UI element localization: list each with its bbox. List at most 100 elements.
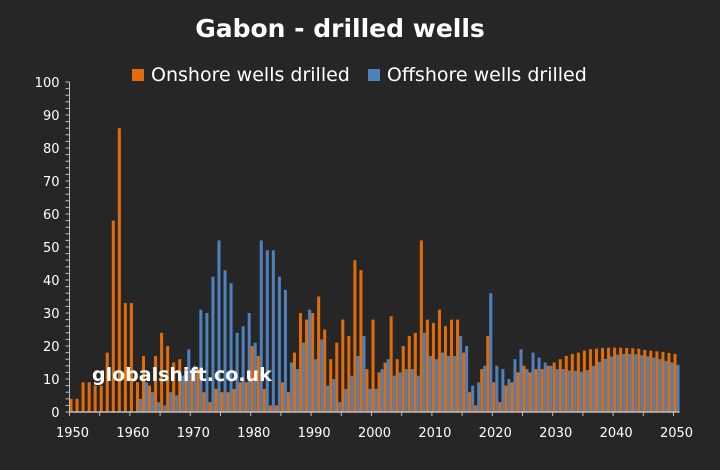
watermark: globalshift.co.uk [92,364,272,386]
bar-offshore-2047 [658,359,662,412]
bar-onshore-1969 [184,369,188,412]
bar-onshore-1990 [311,313,315,412]
bar-offshore-2000 [374,388,378,412]
bar-offshore-1965 [163,405,167,412]
bar-offshore-2036 [591,365,595,412]
bar-onshore-2009 [425,319,429,412]
bar-offshore-1979 [247,313,251,412]
bar-onshore-1992 [323,329,327,412]
bar-onshore-1968 [178,359,182,412]
bar-offshore-2016 [471,385,475,412]
bar-offshore-2028 [543,362,547,412]
y-tick-label: 50 [43,241,60,256]
bar-onshore-2027 [534,369,538,412]
bar-offshore-2006 [410,369,414,412]
bars-group [69,128,680,412]
bar-onshore-1980 [250,346,254,412]
bar-offshore-1997 [356,355,360,412]
bar-offshore-2049 [670,362,674,412]
legend: Onshore wells drilled Offshore wells dri… [132,64,605,86]
bar-onshore-2050 [673,353,677,412]
bar-onshore-2039 [607,347,611,412]
bar-offshore-2029 [549,365,553,412]
bar-offshore-2031 [561,369,565,412]
bar-onshore-2033 [570,353,574,412]
y-tick-label: 40 [43,274,60,289]
bar-onshore-2028 [540,369,544,412]
bar-onshore-1955 [99,385,103,412]
bar-offshore-1994 [338,402,342,412]
bar-offshore-2042 [628,353,632,412]
bar-onshore-1986 [286,392,290,412]
bar-onshore-2038 [601,347,605,412]
bar-onshore-1994 [335,342,339,412]
bar-offshore-2041 [622,353,626,412]
chart-title: Gabon - drilled wells [195,14,485,43]
bar-offshore-1982 [265,250,269,412]
bar-onshore-2041 [619,347,623,412]
bar-offshore-2015 [465,346,469,412]
bar-onshore-1972 [202,392,206,412]
bar-offshore-2033 [573,370,577,412]
bar-offshore-2011 [440,352,444,412]
bar-onshore-1971 [196,369,200,412]
bar-onshore-2003 [389,316,393,412]
bar-onshore-2024 [516,372,520,412]
bar-onshore-1987 [292,352,296,412]
bar-onshore-2020 [492,382,496,412]
bar-onshore-2037 [594,348,598,412]
bar-offshore-1989 [308,309,312,412]
bar-onshore-1981 [256,355,260,412]
bar-onshore-1988 [299,313,303,412]
bar-offshore-2019 [489,293,493,412]
x-tick-label: 2030 [539,426,572,441]
bar-onshore-1956 [105,352,109,412]
bar-onshore-1991 [317,296,321,412]
y-tick-label: 90 [43,109,60,124]
bar-offshore-2021 [501,369,505,412]
bar-onshore-1964 [154,355,158,412]
bar-onshore-1950 [69,398,73,412]
bar-onshore-2029 [546,365,550,412]
bar-onshore-1976 [226,392,230,412]
legend-item-offshore: Offshore wells drilled [367,64,587,86]
bar-onshore-2031 [558,359,562,412]
bar-offshore-1966 [169,392,173,412]
bar-offshore-2013 [453,355,457,412]
bar-offshore-1981 [259,240,263,412]
bar-offshore-2022 [507,379,511,412]
bar-offshore-2024 [519,349,523,412]
bar-offshore-1978 [241,326,245,412]
bar-onshore-2042 [625,347,629,412]
bar-onshore-2040 [613,347,617,412]
bar-offshore-1970 [193,365,197,412]
bar-onshore-2026 [528,372,532,412]
bar-onshore-2025 [522,365,526,412]
bar-onshore-1951 [75,398,79,412]
bar-offshore-1964 [157,402,161,412]
bar-offshore-2045 [646,356,650,412]
bar-onshore-2014 [456,319,460,412]
bar-onshore-2045 [643,349,647,412]
bar-offshore-1996 [350,375,354,412]
bar-onshore-2048 [661,351,665,412]
bar-offshore-2009 [428,355,432,412]
bar-offshore-1967 [175,395,179,412]
bar-offshore-1972 [205,313,209,412]
y-tick-label: 80 [43,142,60,157]
bar-offshore-1975 [223,270,227,412]
bar-onshore-1970 [190,372,194,412]
bar-offshore-2038 [604,358,608,412]
bar-onshore-1952 [81,382,85,412]
y-tick-label: 70 [43,175,60,190]
bar-onshore-2007 [413,332,417,412]
bar-offshore-2040 [616,354,620,412]
bar-offshore-2010 [434,359,438,412]
bar-onshore-1998 [359,270,363,412]
bar-offshore-1988 [302,342,306,412]
legend-swatch-onshore [132,69,144,81]
bar-offshore-2002 [386,359,390,412]
bar-onshore-2018 [480,369,484,412]
bar-onshore-1982 [262,388,266,412]
bar-onshore-1965 [160,332,164,412]
